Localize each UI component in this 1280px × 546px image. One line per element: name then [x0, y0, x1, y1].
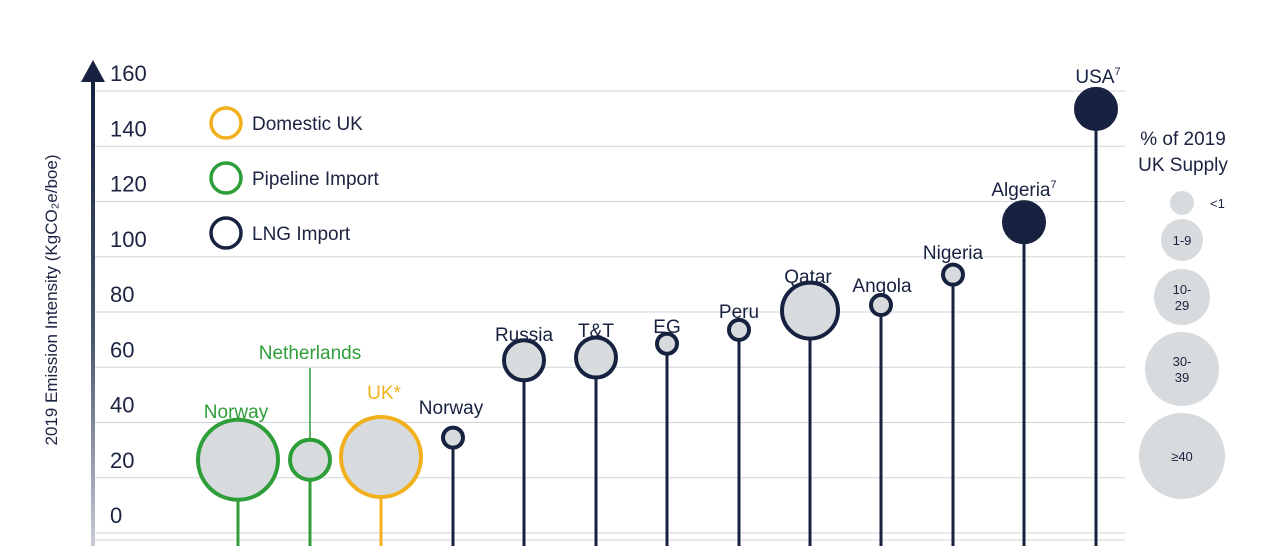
size-legend-bubble: [1139, 413, 1225, 499]
y-tick-label: 120: [110, 172, 147, 197]
y-axis-label: 2019 Emission Intensity (KgCO₂e/boe): [42, 154, 61, 445]
point-label: Russia: [495, 325, 554, 346]
y-tick-label: 20: [110, 448, 134, 473]
bubble: [502, 338, 546, 383]
size-legend: % of 2019 UK Supply <1 1-9 10-29 30-39 ≥40: [1138, 129, 1228, 499]
point-label: T&T: [578, 321, 614, 342]
bubble: [441, 425, 465, 450]
point-label: Peru: [719, 302, 759, 323]
point-label: Qatar: [784, 267, 832, 288]
bubble: [655, 331, 679, 356]
legend-marker: [209, 216, 243, 250]
size-legend-bubble: [1170, 191, 1194, 215]
y-axis-line: [91, 80, 95, 546]
y-axis: 0 20 40 60 80 100 120 140 160 2019 Emission Inten…: [42, 60, 147, 546]
point-label: Angola: [852, 276, 912, 297]
point-label: Nigeria: [923, 243, 984, 264]
size-legend-title: UK Supply: [1138, 155, 1228, 176]
legend-label: Pipeline Import: [252, 169, 379, 190]
point-label: Algeria7: [991, 179, 1056, 201]
point-label: Norway: [204, 402, 269, 423]
bubble: [196, 417, 280, 502]
point-label: Netherlands: [259, 343, 361, 364]
legend: Domestic UK Pipeline Import LNG Import: [209, 106, 379, 250]
y-tick-label: 60: [110, 337, 134, 362]
size-legend-label: ≥40: [1171, 449, 1193, 464]
y-tick-label: 80: [110, 282, 134, 307]
size-legend-bubble: [1154, 269, 1210, 325]
size-legend-label: 29: [1175, 298, 1189, 313]
size-legend-label: 30-: [1173, 354, 1192, 369]
bubble: [574, 335, 618, 380]
point-label: USA7: [1075, 66, 1120, 88]
point-label-sup: 7: [1051, 179, 1057, 191]
bubble: [1002, 200, 1046, 245]
bubble: [339, 414, 423, 499]
size-legend-label: 1-9: [1173, 233, 1192, 248]
legend-marker: [209, 106, 243, 140]
y-tick-label: 40: [110, 393, 134, 418]
size-legend-bubble: [1161, 219, 1203, 261]
point-label-sup: 7: [1114, 66, 1120, 78]
bubble: [869, 293, 893, 318]
bubbles: [196, 86, 1118, 502]
y-tick-label: 0: [110, 503, 122, 528]
y-tick-label: 140: [110, 116, 147, 141]
legend-label: Domestic UK: [252, 114, 363, 135]
y-tick-label: 100: [110, 227, 147, 252]
legend-label: LNG Import: [252, 224, 351, 245]
size-legend-label: 39: [1175, 370, 1189, 385]
size-legend-bubble: [1145, 332, 1219, 406]
point-labels: Norway Netherlands UK* Norway Russia T&T EG Per…: [204, 66, 1121, 423]
legend-marker: [209, 161, 243, 195]
size-legend-title: % of 2019: [1140, 129, 1226, 150]
y-axis-arrow: [81, 60, 105, 82]
size-legend-label: 10-: [1173, 282, 1192, 297]
size-legend-label: <1: [1210, 196, 1225, 211]
bubble: [727, 317, 751, 342]
bubble: [288, 437, 332, 482]
stems: [236, 128, 1098, 546]
point-label: UK*: [367, 383, 401, 404]
bubble: [941, 262, 965, 287]
bubble: [1074, 86, 1118, 131]
point-label: Norway: [419, 398, 484, 419]
bubble: [780, 280, 840, 341]
point-label: EG: [653, 317, 680, 338]
y-tick-label: 160: [110, 61, 147, 86]
